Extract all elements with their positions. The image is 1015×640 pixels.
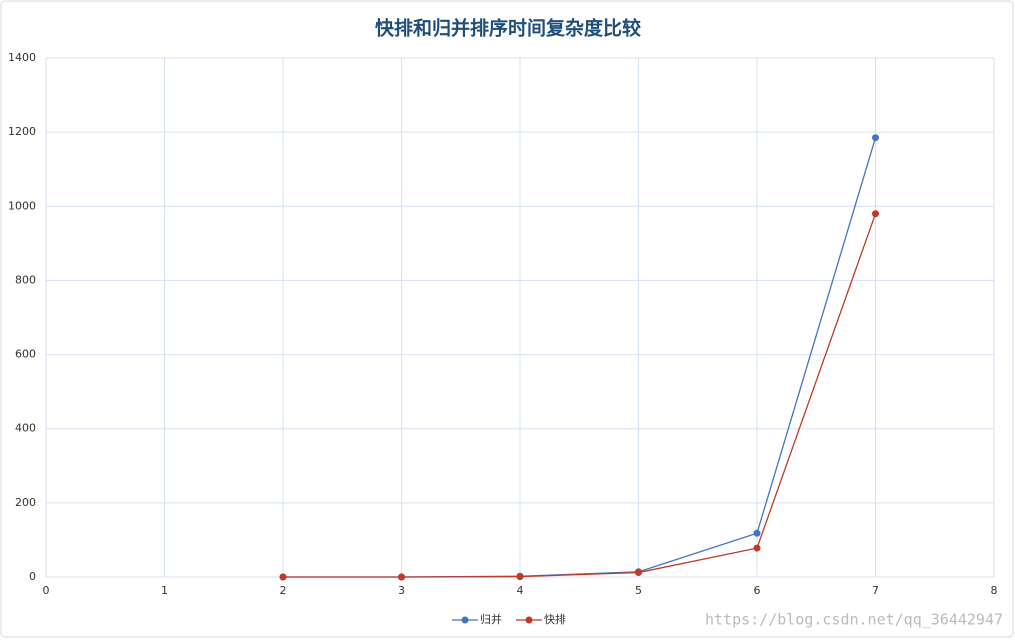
- y-tick-label: 600: [15, 348, 36, 361]
- data-point: [753, 544, 761, 552]
- data-point: [753, 529, 761, 537]
- x-tick-label: 3: [398, 584, 405, 597]
- x-tick-label: 1: [161, 584, 168, 597]
- legend-label: 归并: [480, 612, 502, 626]
- data-point: [635, 569, 642, 577]
- x-tick-label: 0: [43, 584, 50, 597]
- legend-marker: [525, 616, 533, 624]
- x-tick-label: 6: [754, 584, 761, 597]
- x-tick-label: 2: [280, 584, 287, 597]
- legend-marker: [461, 616, 469, 624]
- y-tick-label: 1400: [8, 51, 36, 64]
- x-tick-label: 4: [517, 584, 524, 597]
- watermark: https://blog.csdn.net/qq_36442947: [705, 611, 1003, 629]
- x-tick-label: 8: [991, 584, 998, 597]
- data-point: [398, 573, 405, 581]
- chart-title: 快排和归并排序时间复杂度比较: [375, 17, 641, 40]
- series-line: [283, 213, 877, 578]
- data-point: [516, 573, 524, 581]
- y-tick-label: 0: [29, 570, 36, 583]
- y-tick-label: 800: [15, 273, 36, 286]
- data-point: [279, 573, 287, 581]
- y-tick-label: 200: [15, 496, 36, 509]
- x-tick-label: 7: [872, 584, 879, 597]
- y-tick-label: 1200: [8, 125, 36, 138]
- data-point: [872, 134, 879, 142]
- legend-label: 快排: [544, 612, 566, 626]
- y-tick-label: 400: [15, 422, 36, 435]
- y-tick-label: 1000: [8, 199, 36, 212]
- x-tick-label: 5: [635, 584, 642, 597]
- data-point: [872, 210, 879, 218]
